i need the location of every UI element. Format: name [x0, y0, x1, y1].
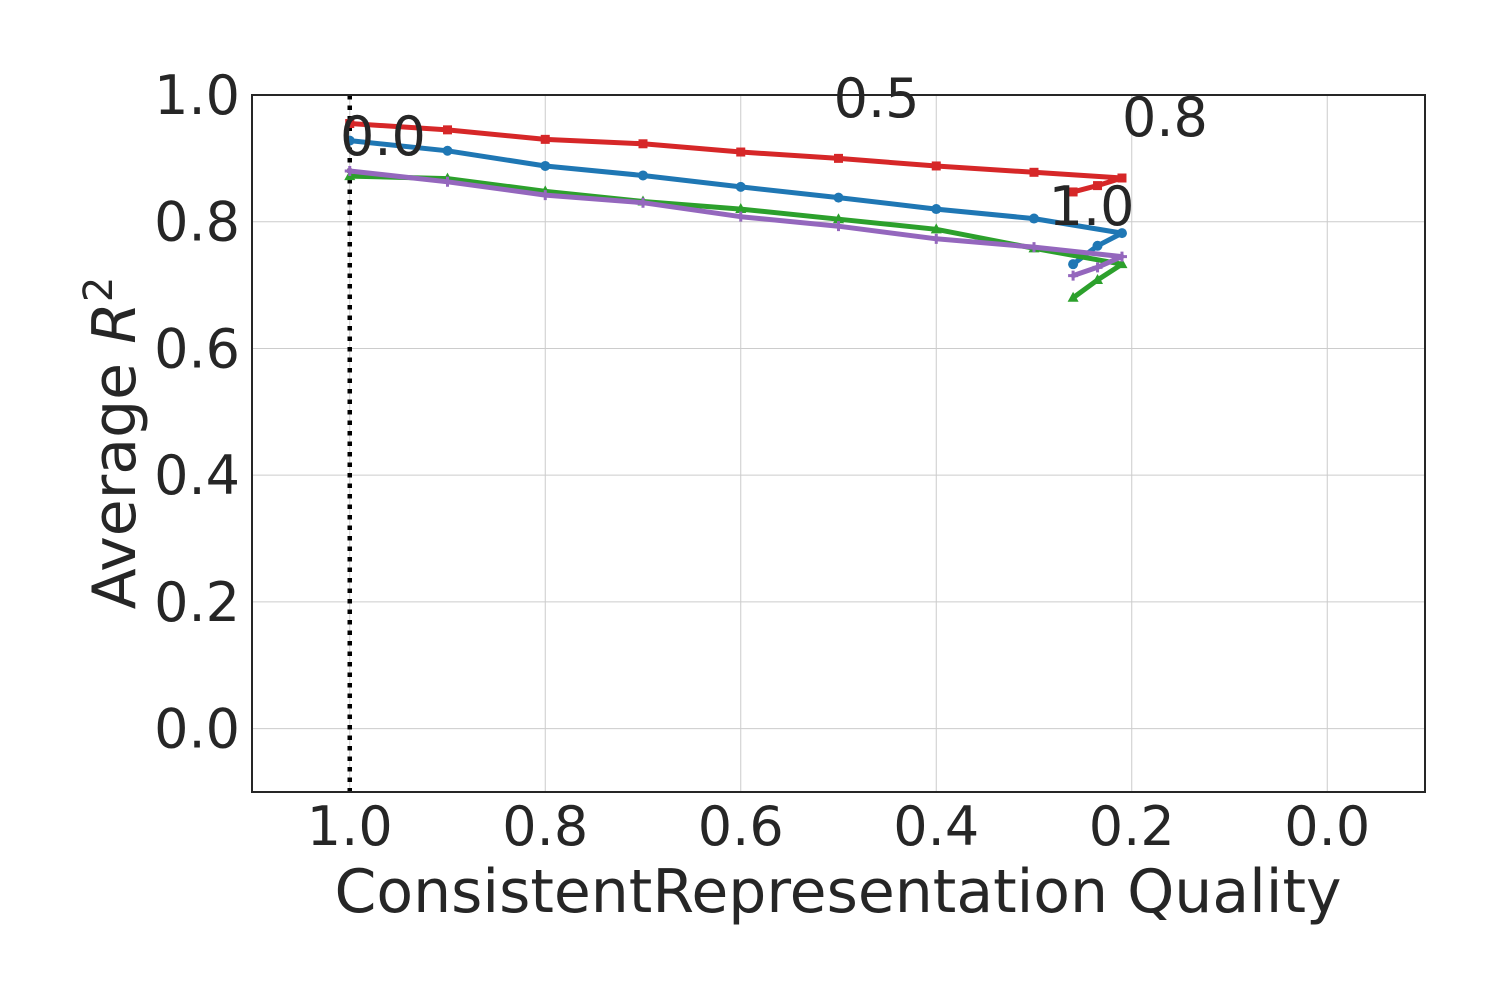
series-2 — [344, 135, 1127, 270]
data-point — [833, 221, 844, 232]
data-point — [1029, 167, 1039, 177]
series-line — [347, 173, 1125, 301]
data-point — [443, 125, 452, 135]
data-point — [442, 176, 453, 187]
data-point — [1093, 181, 1103, 191]
data-point — [1067, 291, 1079, 302]
data-point — [1116, 258, 1128, 269]
y-tick-label: 1.0 — [154, 64, 240, 127]
data-point — [833, 213, 844, 224]
data-point — [834, 153, 843, 163]
data-point — [833, 192, 844, 203]
x-tick-label: 0.2 — [1089, 795, 1175, 858]
plot-frame — [251, 94, 1426, 793]
point-annotation: 1.0 — [1049, 175, 1135, 238]
data-point — [540, 134, 550, 144]
x-tick-label: 1.0 — [307, 795, 393, 858]
data-point — [1092, 274, 1104, 285]
data-point — [930, 223, 942, 234]
data-point — [931, 161, 941, 171]
x-tick-label: 0.6 — [698, 795, 784, 858]
x-tick-labels: 1.0 0.8 0.6 0.4 0.2 0.0 — [307, 795, 1370, 858]
y-tick-labels: 0.0 0.2 0.4 0.6 0.8 1.0 — [154, 64, 240, 761]
y-axis-label: Average R2 — [76, 277, 150, 610]
data-point — [344, 135, 355, 146]
series-4 — [344, 166, 1127, 281]
series-3 — [344, 170, 1128, 302]
data-point — [736, 147, 746, 157]
annotation-layer: 0.0 0.5 0.8 1.0 — [340, 67, 1208, 238]
x-tick-label: 0.8 — [502, 795, 588, 858]
y-axis-label-main: Average — [80, 344, 150, 609]
y-tick-label: 0.2 — [154, 571, 240, 634]
data-point — [735, 181, 746, 192]
x-tick-label: 0.4 — [893, 795, 979, 858]
series-layer — [344, 119, 1128, 302]
x-tick-label: 0.0 — [1284, 795, 1370, 858]
data-point — [442, 145, 453, 156]
data-point — [345, 119, 355, 129]
y-tick-label: 0.6 — [154, 317, 240, 380]
data-point — [638, 139, 648, 149]
y-axis-label-var: R — [80, 302, 150, 344]
data-point — [931, 204, 942, 215]
data-point — [931, 233, 942, 244]
series-1 — [345, 119, 1127, 197]
point-annotation: 0.5 — [834, 67, 920, 130]
data-point — [735, 203, 747, 214]
data-point — [540, 190, 551, 201]
data-point — [1116, 228, 1127, 239]
point-annotation: 0.0 — [340, 105, 426, 168]
data-point — [1068, 187, 1078, 197]
data-point — [735, 211, 746, 222]
data-point — [1092, 240, 1103, 251]
data-point — [344, 166, 355, 177]
y-tick-label: 0.4 — [154, 444, 240, 507]
y-tick-label: 0.0 — [154, 698, 240, 761]
x-axis-label: ConsistentRepresentation Quality — [335, 857, 1342, 927]
data-point — [1117, 173, 1127, 183]
y-axis-label-sup: 2 — [76, 277, 122, 302]
data-point — [540, 160, 551, 171]
y-tick-label: 0.8 — [154, 191, 240, 254]
data-point — [638, 170, 648, 181]
data-point — [1029, 213, 1039, 224]
data-point — [1092, 262, 1103, 273]
data-point — [638, 197, 648, 208]
data-point — [1068, 259, 1079, 270]
point-annotation: 0.8 — [1122, 86, 1208, 149]
data-point — [1029, 242, 1039, 253]
data-point — [1068, 270, 1079, 281]
data-point — [1116, 251, 1127, 262]
